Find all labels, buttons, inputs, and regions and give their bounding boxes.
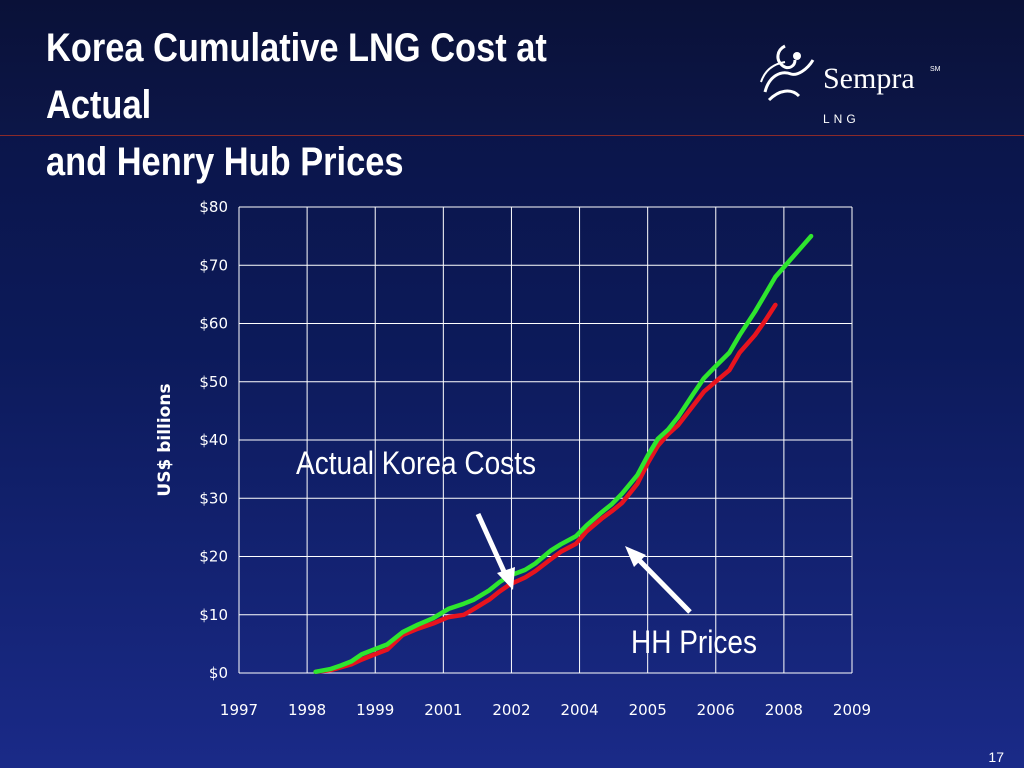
y-tick-label: $50 xyxy=(199,373,228,391)
x-tick-label: 2006 xyxy=(697,701,735,719)
sempra-figure-icon xyxy=(760,44,815,102)
x-tick-label: 2008 xyxy=(765,701,803,719)
x-tick-label: 2001 xyxy=(424,701,462,719)
slide-title-line2: and Henry Hub Prices xyxy=(46,140,404,184)
y-tick-label: $40 xyxy=(199,431,228,449)
y-tick-label: $70 xyxy=(199,256,228,274)
y-tick-label: $30 xyxy=(199,489,228,507)
y-axis-label: US$ billions xyxy=(155,383,175,496)
x-tick-label: 2009 xyxy=(833,701,871,719)
actual-costs-arrow xyxy=(475,512,515,590)
x-tick-label: 2005 xyxy=(629,701,667,719)
y-tick-label: $80 xyxy=(199,198,228,216)
y-tick-label: $60 xyxy=(199,315,228,333)
x-axis-ticks: 1997 1998 1999 2001 2002 2004 2005 2006 2008 2009 xyxy=(220,701,871,719)
sempra-lng-logo: Sempra SM LNG xyxy=(755,40,945,130)
chart-grid xyxy=(238,206,853,674)
x-tick-label: 2004 xyxy=(560,701,598,719)
logo-wordmark: Sempra xyxy=(823,62,915,95)
chart-series xyxy=(313,233,814,675)
header-band xyxy=(0,0,1024,135)
hh-prices-arrow xyxy=(625,546,692,614)
x-tick-label: 1998 xyxy=(288,701,326,719)
page-number: 17 xyxy=(988,749,1004,765)
x-tick-label: 2002 xyxy=(492,701,530,719)
y-tick-label: $10 xyxy=(199,606,228,624)
slide-title: Korea Cumulative LNG Cost at Actual and … xyxy=(46,20,648,191)
x-tick-label: 1999 xyxy=(356,701,394,719)
y-tick-label: $0 xyxy=(209,664,228,682)
actual-korea-costs-line xyxy=(313,233,814,675)
y-tick-label: $20 xyxy=(199,548,228,566)
y-axis-ticks: $0 $10 $20 $30 $40 $50 $60 $70 $80 xyxy=(199,198,228,682)
hh-prices-annotation: HH Prices xyxy=(631,624,757,660)
x-tick-label: 1997 xyxy=(220,701,258,719)
logo-subtitle: LNG xyxy=(823,112,860,126)
header-divider xyxy=(0,135,1024,136)
actual-costs-annotation: Actual Korea Costs xyxy=(296,445,536,481)
logo-service-mark: SM xyxy=(930,66,941,73)
hh-prices-line xyxy=(313,302,778,675)
slide-title-line1: Korea Cumulative LNG Cost at Actual xyxy=(46,26,547,127)
